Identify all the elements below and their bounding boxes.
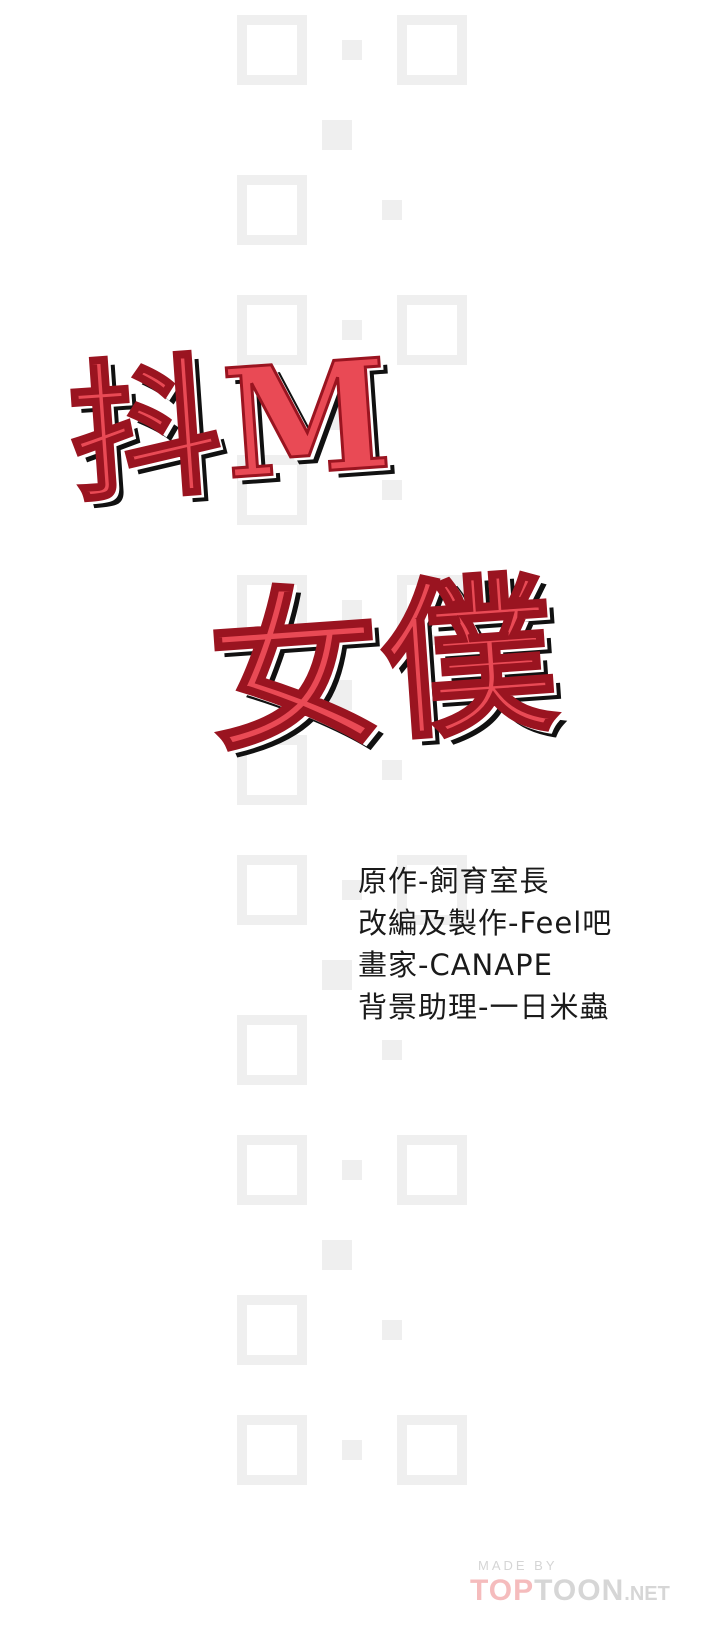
- credit-original-author: 原作-飼育室長: [358, 864, 550, 898]
- credit-background-assistant: 背景助理-一日米蟲: [358, 990, 610, 1024]
- title-logo: 抖M 女僕: [40, 324, 640, 850]
- credits-block: 原作-飼育室長 改編及製作-Feel吧 畫家-CANAPE 背景助理-一日米蟲: [358, 860, 698, 1028]
- brand-made-by: MADE BY: [478, 1558, 558, 1573]
- brand-logo-text: TOPTOON.NET: [470, 1574, 670, 1608]
- brand-net: .NET: [624, 1583, 670, 1605]
- brand-top: TOP: [470, 1574, 535, 1607]
- brand-watermark: MADE BY TOPTOON.NET: [470, 1558, 710, 1618]
- credit-adaptation: 改編及製作-Feel吧: [358, 906, 613, 940]
- title-line-1: 抖M: [63, 324, 402, 525]
- credit-artist: 畫家-CANAPE: [358, 948, 553, 982]
- brand-toon: TOON: [534, 1574, 625, 1607]
- title-line-2: 女僕: [202, 552, 566, 779]
- watermark-background: [237, 15, 467, 1485]
